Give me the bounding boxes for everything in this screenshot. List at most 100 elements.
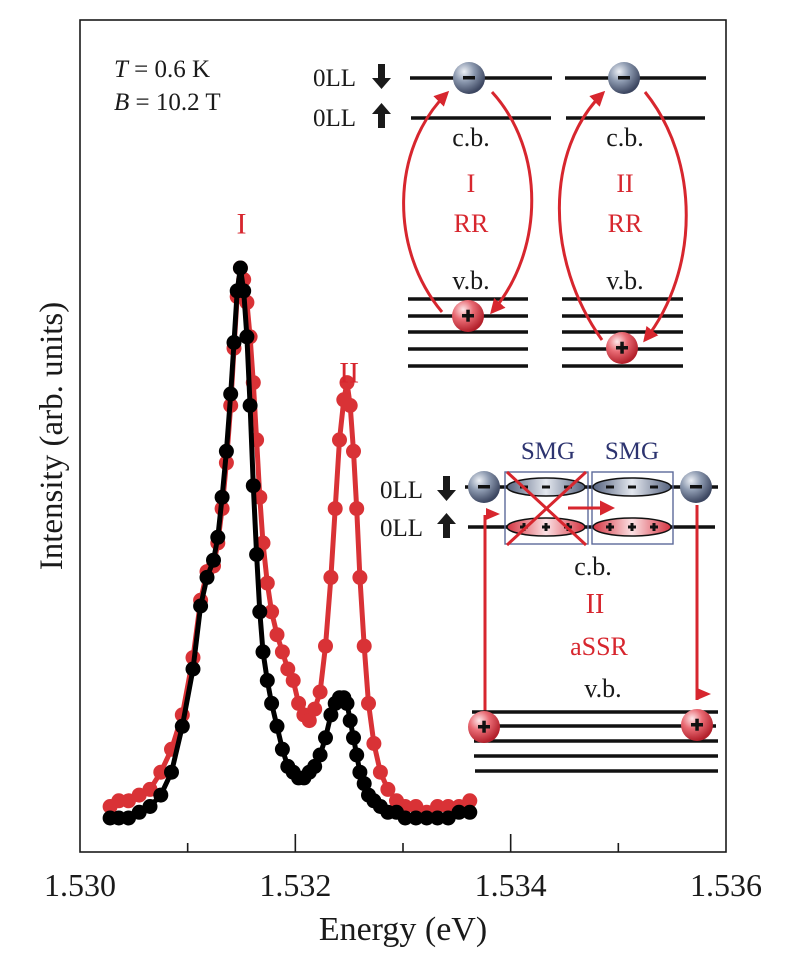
data-point [356, 776, 372, 792]
spin-down-arrow-icon [372, 64, 391, 89]
process-number: II [586, 589, 605, 620]
data-point [269, 627, 285, 643]
data-point [408, 810, 424, 826]
field-annotation: B = 10.2 T [114, 89, 221, 116]
level-label-spin-up: 0LL [313, 103, 391, 132]
minus-sign [463, 76, 475, 80]
data-point [226, 335, 242, 350]
data-point [451, 804, 467, 820]
data-point [339, 375, 355, 391]
data-point [332, 432, 347, 448]
x-tick-label: 1.532 [259, 867, 331, 903]
level-label-text: 0LL [380, 477, 423, 504]
peak-label-I: I [237, 208, 247, 241]
rr-column-II: c.b. II RR v.b. [557, 62, 706, 368]
data-point [280, 661, 296, 677]
data-point [245, 478, 261, 494]
data-point [352, 764, 368, 780]
data-point [249, 547, 265, 562]
field-value: = 10.2 T [129, 89, 220, 116]
hole [606, 332, 638, 364]
temperature-annotation: T = 0.6 K [114, 56, 210, 83]
plus-sign-vertical [544, 523, 548, 531]
data-point [274, 644, 290, 660]
data-point [269, 718, 285, 734]
hole-left [468, 711, 500, 743]
data-point [285, 673, 301, 688]
peak-label-II: II [339, 357, 359, 390]
data-point [462, 804, 478, 820]
plus-sign-vertical [652, 523, 656, 531]
data-point [307, 701, 323, 717]
data-point [312, 684, 328, 700]
data-point [430, 799, 445, 814]
data-point [153, 764, 169, 780]
cross-line [505, 470, 588, 547]
data-point [264, 695, 280, 711]
data-point [301, 713, 317, 729]
data-point [356, 638, 372, 654]
data-point [153, 787, 169, 803]
series-black-spectrum [102, 260, 478, 826]
data-point [218, 443, 234, 459]
data-point [346, 443, 361, 459]
series-layer [102, 260, 478, 826]
data-point [349, 501, 365, 517]
assr-inset: SMG SMG 0LL 0LL [380, 438, 718, 773]
data-point [252, 604, 268, 620]
data-point [339, 695, 355, 711]
data-point [210, 529, 226, 545]
cb-label: c.b. [452, 123, 490, 152]
data-point [323, 707, 339, 723]
plus-sign-vertical [608, 523, 612, 531]
y-axis-label: Intensity (arb. units) [34, 302, 70, 571]
plus-sign-vertical [630, 523, 634, 531]
data-point [142, 799, 158, 814]
data-point [223, 386, 239, 402]
data-point [206, 552, 221, 568]
minus-sign [542, 485, 550, 489]
data-point [342, 398, 358, 413]
temperature-value: = 0.6 K [128, 56, 210, 83]
rr-column-I: c.b. I RR v.b. [402, 62, 552, 368]
data-point [312, 747, 328, 763]
data-point [307, 758, 323, 774]
data-point [242, 398, 258, 413]
process-name: RR [454, 209, 489, 238]
data-point [174, 718, 190, 734]
hole-right [681, 709, 713, 741]
smg-label-right: SMG [605, 438, 659, 465]
minus-sign [690, 485, 702, 489]
data-point [366, 736, 382, 751]
x-tick-label: 1.536 [690, 867, 762, 903]
cb-label: c.b. [606, 123, 644, 152]
x-axis-tick-labels: 1.530 1.532 1.534 1.536 [44, 867, 762, 903]
minus-sign [478, 485, 490, 489]
smg-label-left: SMG [521, 438, 575, 465]
minus-sign [606, 485, 614, 489]
data-point [318, 730, 333, 746]
data-point [346, 730, 361, 746]
minus-sign [618, 76, 630, 80]
process-name: RR [608, 209, 643, 238]
data-point [323, 569, 339, 585]
field-symbol: B [114, 89, 129, 116]
spin-up-arrow-icon [437, 513, 456, 538]
recombination-arrow [490, 90, 534, 315]
spin-down-arrow-icon [437, 476, 456, 501]
minus-sign [628, 485, 636, 489]
minus-sign [650, 485, 658, 489]
data-point [259, 673, 275, 688]
data-point [199, 569, 215, 585]
data-point [255, 644, 271, 660]
electron-left [468, 471, 500, 503]
spin-up-arrow-icon [372, 103, 391, 128]
data-point [430, 810, 445, 826]
series-red-spectrum [102, 260, 478, 820]
temperature-symbol: T [114, 56, 130, 83]
vb-label: v.b. [452, 266, 489, 295]
data-point [419, 810, 435, 826]
process-name: aSSR [570, 632, 628, 661]
level-label-text: 0LL [313, 65, 356, 92]
data-point [239, 329, 255, 345]
